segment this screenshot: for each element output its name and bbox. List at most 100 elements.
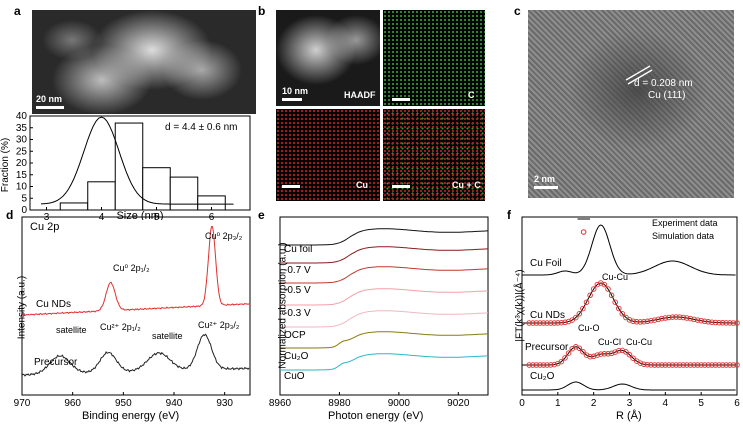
y-tick-label: 0 [21, 205, 27, 216]
panel-letter-f: f [507, 208, 511, 222]
simulation-point [719, 320, 726, 326]
panel-letter-d: d [6, 208, 14, 222]
cu2-2p12-label: Cu²⁺ 2p₁/₂ [100, 322, 141, 332]
legend-simulation-marker [580, 229, 587, 235]
xanes-series-line [280, 331, 488, 349]
simulation-point [530, 320, 536, 326]
simulation-point [537, 320, 543, 326]
xps-xlabel: Binding energy (eV) [82, 410, 180, 422]
tem-image-a [32, 10, 256, 114]
simulation-point [730, 362, 737, 368]
y-tick-label: 20 [16, 158, 28, 169]
simulation-point [641, 318, 647, 325]
simulation-point [573, 314, 579, 321]
simulation-point [730, 320, 737, 326]
scale-bar-a [36, 106, 64, 109]
precursor-label: Precursor [34, 357, 78, 368]
simulation-point [684, 362, 690, 368]
x-tick-label: 970 [14, 398, 31, 409]
simulation-point [676, 314, 683, 320]
simulation-point [680, 314, 687, 321]
simulation-point [666, 314, 672, 321]
exafs-label-precursor: Precursor [525, 342, 569, 353]
scale-label-a: 20 nm [36, 94, 63, 104]
exafs-label-cu2o: Cu₂O [530, 371, 555, 382]
simulation-point [641, 361, 647, 367]
histogram-bar [142, 167, 171, 211]
simulation-point [716, 362, 722, 368]
x-tick-label: 3 [44, 212, 50, 220]
x-tick-label: 930 [216, 398, 233, 409]
y-tick-label: 30 [16, 135, 28, 146]
simulation-point [587, 292, 593, 299]
scale-bar-b [282, 98, 302, 101]
xanes-series-line [280, 266, 488, 284]
scale-label-hrtem: 2 nm [534, 174, 556, 184]
simulation-point [680, 362, 687, 368]
scale-bar-cu-c-map [392, 185, 410, 188]
x-tick-label: 8960 [269, 398, 292, 409]
simulation-point [662, 315, 669, 321]
simulation-point [655, 316, 661, 323]
experiment-line [522, 381, 736, 391]
cu0-2p32-label: Cu⁰ 2p₃/₂ [205, 231, 243, 241]
x-tick-label: 2 [591, 398, 597, 409]
simulation-point [601, 351, 608, 357]
exafs-xlabel: R (Å) [616, 410, 642, 422]
simulation-point [576, 311, 583, 317]
simulation-point [673, 314, 679, 320]
simulation-point [533, 362, 540, 368]
simulation-point [723, 362, 729, 368]
simulation-point [551, 320, 558, 326]
simulation-point [701, 318, 708, 325]
simulation-point [676, 362, 683, 368]
c-map [383, 10, 485, 106]
simulation-point [630, 355, 636, 361]
simulation-point [734, 320, 740, 326]
xanes-xlabel: Photon energy (eV) [328, 410, 424, 422]
x-tick-label: 4 [663, 398, 669, 409]
simulation-point [580, 305, 586, 312]
cu2-2p32-label: Cu²⁺ 2p₃/₂ [198, 320, 240, 330]
cu-map-label: Cu [356, 180, 368, 190]
simulation-point [651, 317, 658, 323]
simulation-point [537, 362, 543, 368]
simulation-point [608, 350, 615, 357]
simulation-point [626, 317, 633, 323]
simulation-point [705, 362, 712, 368]
cu0-2p12-label: Cu⁰ 2p₁/₂ [113, 263, 150, 273]
simulation-point [644, 361, 651, 368]
simulation-point [565, 350, 572, 356]
exafs-label-cu-nds: Cu NDs [530, 310, 566, 321]
xanes-series-line [280, 228, 488, 246]
xanes-label-cu-foil: Cu foil [284, 244, 313, 255]
y-tick-label: 25 [16, 146, 28, 157]
x-tick-label: 960 [64, 398, 81, 409]
xanes-label-cuo: CuO [284, 371, 305, 382]
simulation-point [727, 362, 733, 368]
cu-cu-label-1: Cu-Cu [602, 272, 629, 282]
xanes-label-ocp: OCP [284, 330, 306, 341]
xanes-series-line [280, 310, 488, 328]
simulation-point [544, 320, 550, 326]
simulation-point [669, 362, 676, 368]
simulation-point [623, 349, 629, 355]
simulation-point [712, 362, 719, 368]
simulation-point [562, 355, 568, 361]
histogram-bar [114, 122, 144, 211]
simulation-point [608, 292, 615, 299]
simulation-point [698, 317, 704, 324]
exafs-ylabel: |FT(k³χ(k))|(Å⁻⁴) [514, 269, 526, 342]
legend-simulation: Simulation data [652, 231, 715, 241]
panel-letter-a: a [14, 4, 21, 18]
simulation-point [648, 362, 654, 368]
y-tick-label: 35 [16, 123, 28, 134]
simulation-point [630, 318, 636, 324]
histogram-bar [169, 176, 199, 211]
simulation-point [651, 362, 658, 368]
simulation-point [590, 353, 597, 360]
simulation-point [694, 317, 701, 323]
simulation-point [709, 319, 715, 325]
precursor-spectrum [21, 333, 250, 377]
simulation-point [698, 362, 704, 368]
